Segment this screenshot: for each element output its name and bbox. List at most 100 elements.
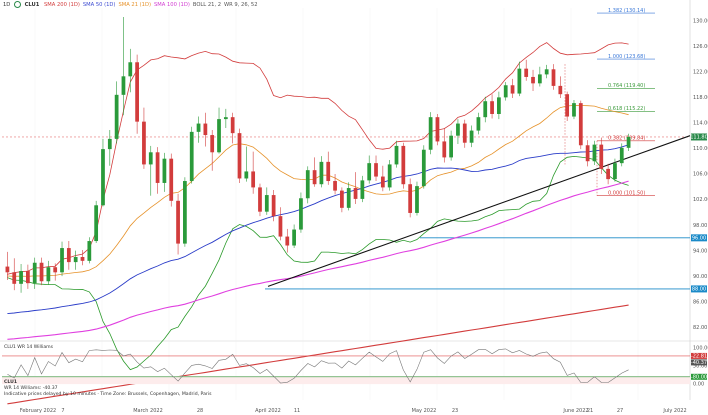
wr-badge-text: -80.00 (691, 374, 707, 380)
candle-body (483, 101, 488, 118)
candle-body (46, 267, 51, 282)
candle-body (585, 145, 590, 162)
candle-body (292, 229, 296, 246)
time-axis: February 2022 7 March 2022 28 April 2022 11 Ma… (20, 408, 687, 414)
candle-body (148, 152, 153, 165)
candle-body (469, 130, 474, 143)
candle-body (456, 123, 460, 136)
candle-body (346, 188, 351, 208)
y-tick-label: 122.00 (693, 70, 708, 76)
x-tick-label: March 2022 (133, 408, 163, 414)
wr-badge-text: -22.81 (691, 353, 707, 359)
candle-body (435, 117, 440, 142)
timeframe-label[interactable]: 1D (3, 2, 11, 8)
indicator-0[interactable]: SMA 200 (1D) (44, 2, 80, 8)
candle-body (340, 190, 344, 208)
fib-label: 0.000 (101.50) (608, 191, 645, 197)
wr-badge-text: -40.37 (691, 360, 707, 366)
candle-body (367, 163, 372, 181)
candle-body (394, 145, 399, 165)
x-tick-label: June 2022 (562, 408, 588, 414)
candle-body (476, 117, 481, 131)
candle-body (183, 181, 187, 244)
wr-info-symbol: CLU1 (4, 380, 18, 385)
y-tick-label: 126.00 (693, 44, 708, 50)
y-tick-label: 98.00 (693, 223, 707, 229)
fibonacci-levels: 1.382 (130.14) 1.000 (123.68) 0.764 (119.4… (2, 8, 690, 290)
candle-body (107, 138, 112, 150)
indicator-1[interactable]: SMA 50 (1D) (82, 2, 116, 8)
candle-body (572, 103, 576, 117)
candle-body (210, 135, 215, 153)
indicator-4[interactable]: BOLL 21, 2 (192, 2, 222, 8)
candle-body (121, 76, 126, 95)
fib-label: 0.764 (119.40) (608, 83, 645, 89)
x-tick-label: 7 (61, 408, 64, 414)
indicator-5[interactable]: WR 9, 26, 52 (224, 2, 258, 8)
candlesticks (5, 16, 631, 293)
candle-body (490, 101, 494, 114)
williams-r-panel: 100.00 50.00 0.00 -22.81-40.37 -80.00 (2, 346, 708, 388)
candle-body (442, 141, 447, 158)
candle-body (537, 74, 542, 84)
y-tick-label: 82.00 (693, 325, 707, 331)
wr-badge (691, 359, 707, 366)
gear-icon[interactable] (13, 1, 21, 8)
candle-body (415, 186, 419, 213)
candle-body (510, 85, 515, 94)
candle-body (32, 262, 37, 284)
wr-info-value: WR 14 Williams: -40.37 (4, 386, 58, 391)
candle-body (421, 149, 426, 187)
candle-body (5, 266, 10, 273)
candle-body (223, 117, 228, 120)
wr-line (7, 348, 629, 384)
sma21-line (7, 104, 629, 277)
candle-body (73, 257, 78, 263)
candle-body (155, 152, 160, 183)
x-tick-label: 23 (452, 408, 458, 414)
candle-body (299, 198, 303, 230)
candle-body (544, 69, 549, 75)
candle-body (244, 171, 249, 179)
chart-header: 1D CLU1 SMA 200 (1D) SMA 50 (1D) SMA 21 (1… (3, 1, 258, 8)
wr-overbought-zone (2, 376, 690, 385)
wr-info-note: Indicative prices delayed by 10 minutes … (4, 392, 212, 397)
candle-body (333, 181, 337, 191)
candle-body (565, 94, 570, 117)
y-tick-label: 102.00 (693, 197, 708, 203)
grid (0, 0, 708, 400)
candle-body (101, 149, 105, 206)
y-tick-label: 130.00 (693, 18, 708, 24)
candle-body (80, 257, 85, 261)
candle-body (176, 200, 180, 244)
candle-body (135, 62, 139, 122)
candle-body (613, 163, 617, 180)
candle-body (599, 144, 604, 169)
candle-body (251, 171, 256, 188)
fib-label: 1.382 (130.14) (608, 8, 645, 14)
y-tick-label: 106.00 (693, 172, 708, 178)
fib-label: 0.618 (115.22) (608, 106, 645, 112)
candle-body (503, 85, 508, 98)
candle-body (619, 147, 624, 164)
y-tick-label: 114.00 (693, 121, 708, 127)
price-badge (691, 234, 707, 242)
candle-body (94, 205, 99, 242)
candle-body (319, 161, 324, 185)
x-tick-label: May 2022 (412, 408, 437, 414)
price-axis: 130.00 126.00 122.00 118.00 114.00 110.00 106.… (690, 18, 708, 330)
boll-lower-line (7, 155, 629, 371)
candle-body (524, 68, 529, 77)
indicator-2[interactable]: SMA 21 (1D) (118, 2, 151, 8)
candle-body (374, 163, 378, 177)
trend-line (267, 135, 691, 287)
candle-body (380, 176, 385, 188)
candle-body (312, 170, 317, 185)
wr-tick-label: 100.00 (693, 346, 708, 352)
y-tick-label: 110.00 (693, 146, 708, 152)
wr-badge (691, 373, 707, 380)
candle-body (217, 119, 221, 153)
candle-body (551, 69, 556, 86)
indicator-3[interactable]: SMA 100 (1D) (154, 2, 190, 8)
